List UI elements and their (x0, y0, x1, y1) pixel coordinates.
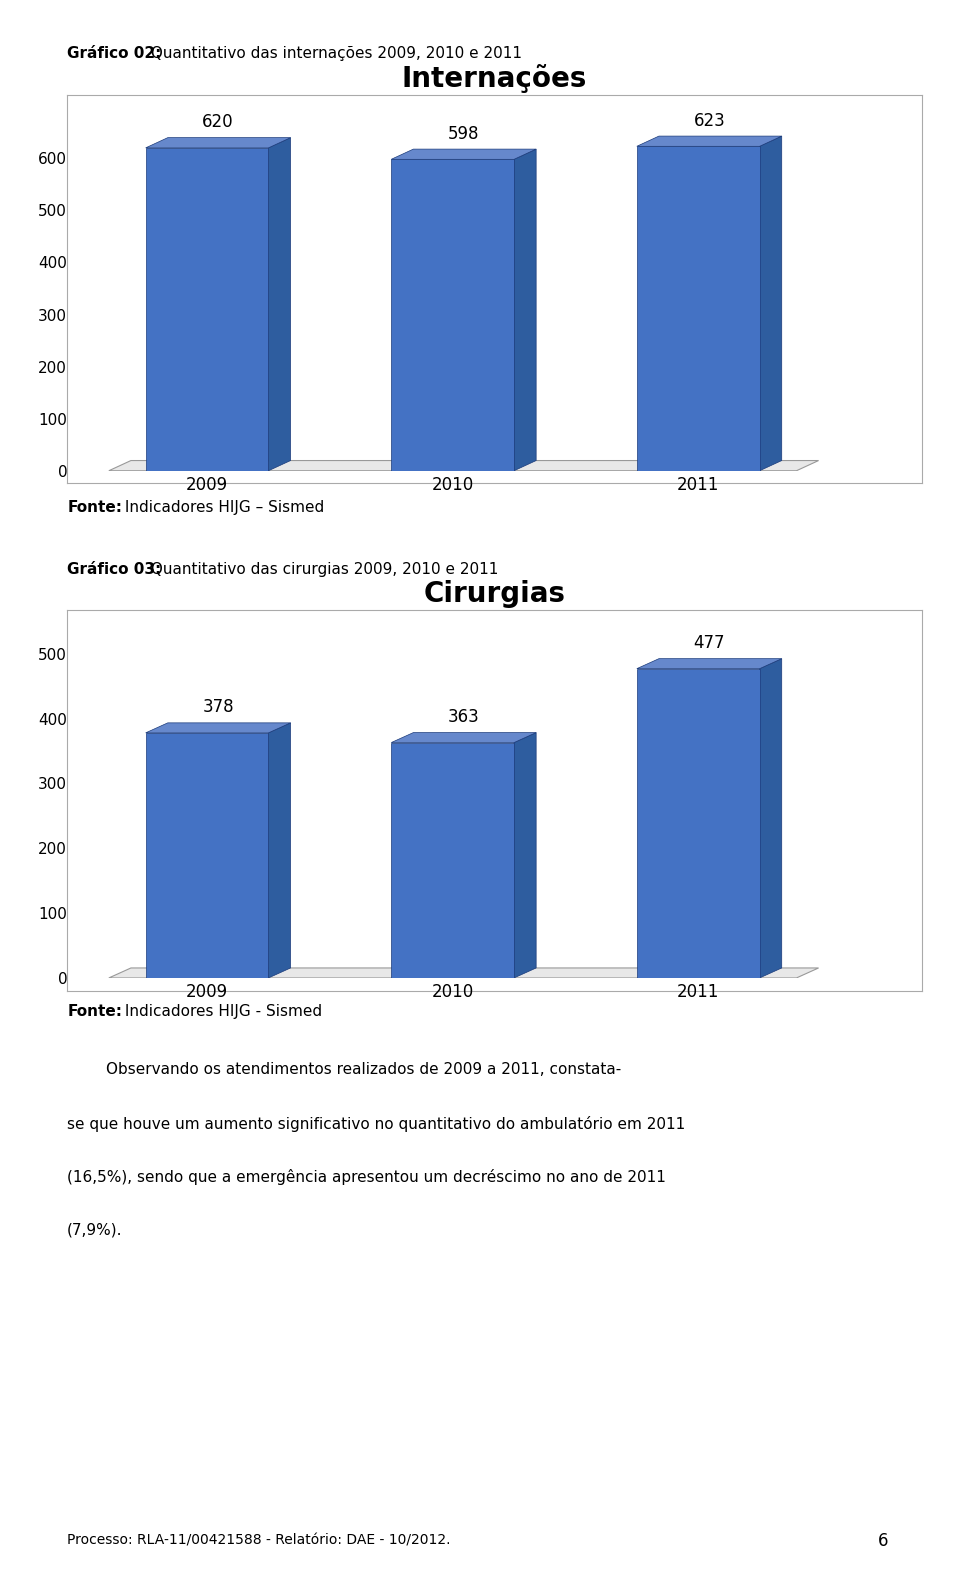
Polygon shape (269, 138, 291, 471)
Bar (146, 147, 269, 471)
Text: Indicadores HIJG – Sismed: Indicadores HIJG – Sismed (120, 499, 324, 515)
Text: Fonte:: Fonte: (67, 1003, 122, 1019)
Text: Indicadores HIJG - Sismed: Indicadores HIJG - Sismed (120, 1003, 323, 1019)
Polygon shape (514, 149, 536, 471)
Title: Internações: Internações (401, 63, 588, 94)
Text: Quantitativo das cirurgias 2009, 2010 e 2011: Quantitativo das cirurgias 2009, 2010 e … (146, 561, 498, 577)
Text: 620: 620 (203, 113, 234, 132)
Text: Gráfico 02:: Gráfico 02: (67, 46, 161, 62)
Text: Processo: RLA-11/00421588 - Relatório: DAE - 10/2012.: Processo: RLA-11/00421588 - Relatório: D… (67, 1534, 450, 1547)
Bar (146, 732, 269, 978)
Text: Fonte:: Fonte: (67, 499, 122, 515)
Bar (636, 669, 759, 978)
Polygon shape (514, 732, 536, 978)
Text: 598: 598 (448, 125, 479, 143)
Polygon shape (759, 659, 781, 978)
Bar (392, 160, 514, 471)
Text: 477: 477 (693, 634, 725, 653)
Text: se que houve um aumento significativo no quantitativo do ambulatório em 2011: se que houve um aumento significativo no… (67, 1116, 685, 1132)
Polygon shape (146, 138, 291, 147)
Text: Observando os atendimentos realizados de 2009 a 2011, constata-: Observando os atendimentos realizados de… (67, 1062, 621, 1076)
Text: 623: 623 (693, 111, 725, 130)
Polygon shape (392, 149, 536, 160)
Text: 6: 6 (878, 1531, 888, 1550)
Polygon shape (636, 136, 781, 146)
Text: Quantitativo das internações 2009, 2010 e 2011: Quantitativo das internações 2009, 2010 … (146, 46, 522, 62)
Text: 363: 363 (447, 708, 480, 726)
Text: (7,9%).: (7,9%). (67, 1222, 123, 1238)
Bar (392, 742, 514, 978)
Text: Gráfico 03:: Gráfico 03: (67, 561, 161, 577)
Text: (16,5%), sendo que a emergência apresentou um decréscimo no ano de 2011: (16,5%), sendo que a emergência apresent… (67, 1170, 666, 1186)
Polygon shape (108, 968, 819, 978)
Polygon shape (269, 723, 291, 978)
Text: 378: 378 (203, 699, 234, 716)
Title: Cirurgias: Cirurgias (423, 580, 565, 609)
Polygon shape (146, 723, 291, 732)
Bar (636, 146, 759, 471)
Polygon shape (759, 136, 781, 471)
Polygon shape (392, 732, 536, 742)
Polygon shape (636, 659, 781, 669)
Polygon shape (108, 461, 819, 471)
